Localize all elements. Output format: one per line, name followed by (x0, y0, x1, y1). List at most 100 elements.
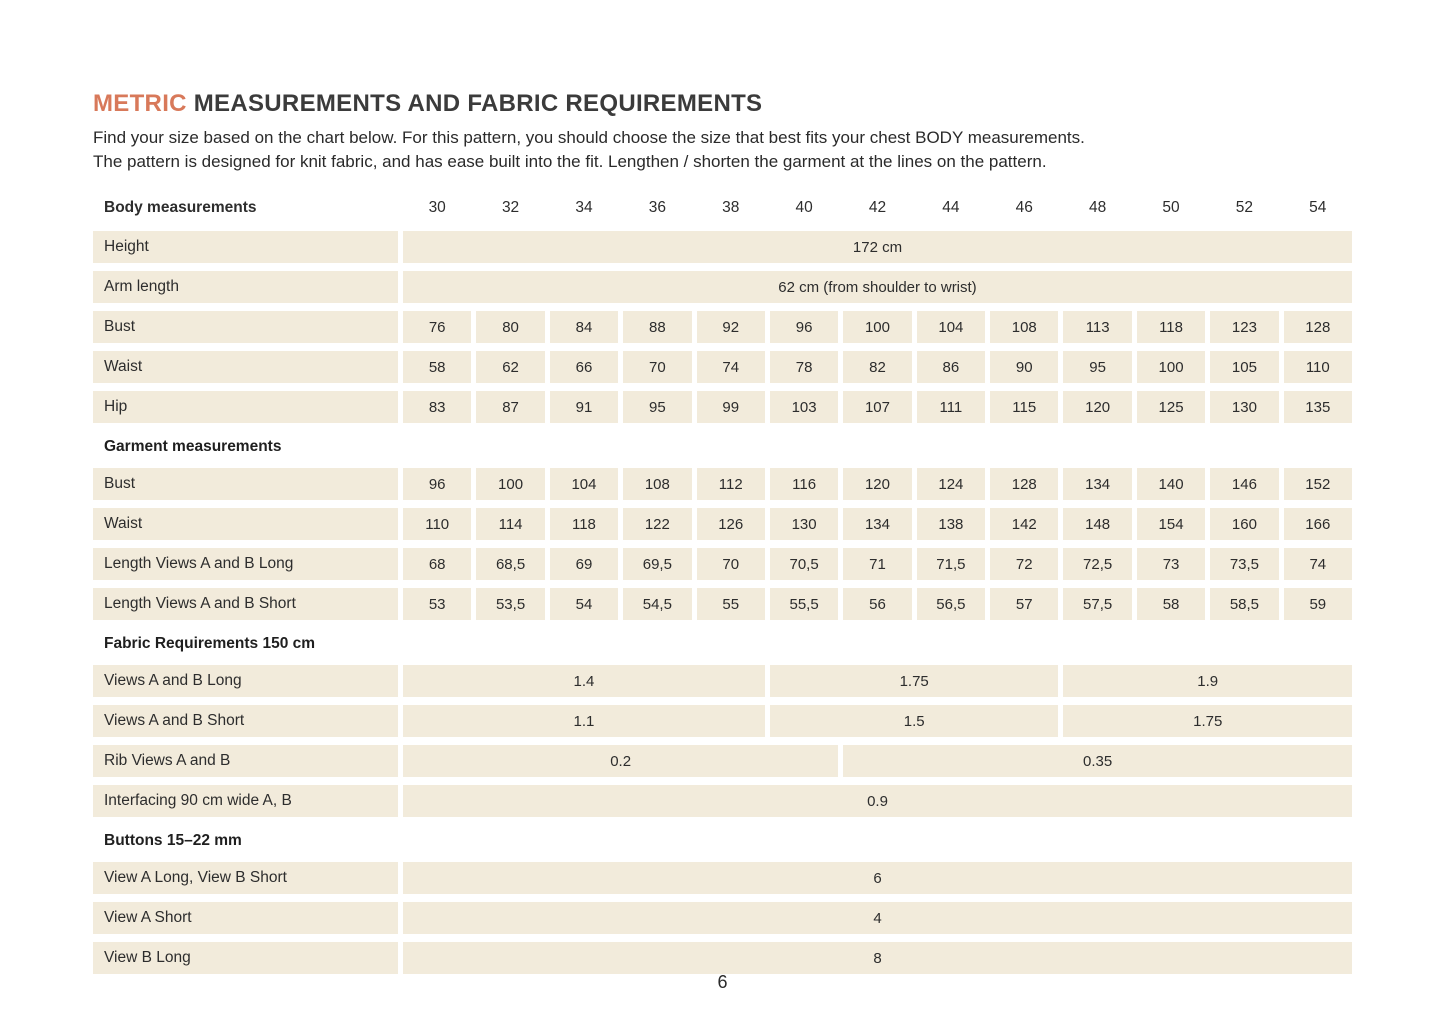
value-cell: 142 (990, 508, 1059, 540)
value-cell: 120 (1063, 391, 1132, 423)
value-cell: 146 (1210, 468, 1279, 500)
value-cell: 107 (843, 391, 912, 423)
value-cell: 58,5 (1210, 588, 1279, 620)
size-column-header: 38 (722, 199, 740, 216)
row-label: View B Long (93, 942, 398, 974)
row-label: Arm length (93, 271, 398, 303)
value-cell: 62 (476, 351, 545, 383)
value-cell: 53,5 (476, 588, 545, 620)
row-label: Bust (93, 311, 398, 343)
section-header-label: Buttons 15–22 mm (104, 832, 242, 849)
row-label: Views A and B Short (93, 705, 398, 737)
value-cell: 128 (1283, 311, 1352, 343)
row-label: Length Views A and B Long (93, 548, 398, 580)
value-cell: 1.9 (1063, 665, 1352, 697)
value-cell: 148 (1063, 508, 1132, 540)
value-cell: 57 (990, 588, 1059, 620)
row-label: Views A and B Long (93, 665, 398, 697)
value-cell: 100 (476, 468, 545, 500)
value-cell: 166 (1283, 508, 1352, 540)
value-cell: 116 (769, 468, 839, 500)
value-cell: 68 (403, 548, 472, 580)
table-row: Views A and B Short 1.1 1.5 1.75 (93, 705, 1352, 737)
value-cell: 88 (623, 311, 692, 343)
value-cell: 90 (990, 351, 1059, 383)
table-row: View A Short 4 (93, 902, 1352, 934)
table-row: Length Views A and B Long 68 68,5 69 69,5 70 7… (93, 548, 1352, 580)
value-cell: 108 (990, 311, 1059, 343)
size-column-header: 30 (428, 199, 446, 216)
value-cell: 138 (916, 508, 986, 540)
value-cell: 71 (843, 548, 912, 580)
value-cell: 135 (1283, 391, 1352, 423)
row-label: View A Short (93, 902, 398, 934)
value-cell: 134 (843, 508, 912, 540)
value-cell: 80 (476, 311, 545, 343)
value-cell: 120 (843, 468, 912, 500)
value-cell: 71,5 (916, 548, 986, 580)
value-cell: 105 (1210, 351, 1279, 383)
size-column-header: 54 (1309, 199, 1327, 216)
value-cell: 110 (1283, 351, 1352, 383)
value-cell: 70,5 (769, 548, 839, 580)
table-row: Length Views A and B Short 53 53,5 54 54,5 55… (93, 588, 1352, 620)
value-cell: 72,5 (1063, 548, 1132, 580)
intro-line-2: The pattern is designed for knit fabric,… (93, 152, 1047, 171)
table-row: Waist 58 62 66 70 74 78 82 86 90 95 100 105 110 (93, 351, 1352, 383)
size-column-header: 48 (1089, 199, 1107, 216)
section-header-label: Garment measurements (104, 438, 282, 455)
value-cell: 70 (696, 548, 765, 580)
size-column-header: 50 (1162, 199, 1180, 216)
value-cell: 123 (1210, 311, 1279, 343)
value-cell: 91 (549, 391, 619, 423)
value-cell: 82 (843, 351, 912, 383)
value-cell: 140 (1136, 468, 1206, 500)
value-cell: 92 (696, 311, 765, 343)
value-cell: 124 (916, 468, 986, 500)
value-cell: 56 (843, 588, 912, 620)
value-cell: 96 (769, 311, 839, 343)
value-cell: 160 (1210, 508, 1279, 540)
table-row: Height 172 cm (93, 231, 1352, 263)
value-cell: 58 (403, 351, 472, 383)
value-cell: 104 (549, 468, 619, 500)
table-row: Views A and B Long 1.4 1.75 1.9 (93, 665, 1352, 697)
value-cell: 69 (549, 548, 619, 580)
value-cell: 122 (623, 508, 692, 540)
size-column-header: 34 (575, 199, 593, 216)
value-cell: 58 (1136, 588, 1206, 620)
value-cell: 53 (403, 588, 472, 620)
value-cell: 100 (843, 311, 912, 343)
size-column-header: 32 (501, 199, 520, 216)
value-cell: 73 (1136, 548, 1206, 580)
intro-line-1: Find your size based on the chart below.… (93, 128, 1085, 147)
value-cell: 134 (1063, 468, 1132, 500)
value-cell: 1.5 (769, 705, 1059, 737)
page-title-rest: MEASUREMENTS AND FABRIC REQUIREMENTS (193, 90, 763, 117)
value-cell: 74 (696, 351, 765, 383)
row-label: Height (93, 231, 398, 263)
size-column-header: 42 (868, 199, 887, 216)
value-cell: 0.2 (403, 745, 839, 777)
value-cell: 1.75 (769, 665, 1059, 697)
value-cell: 104 (916, 311, 986, 343)
value-cell: 86 (916, 351, 986, 383)
table-row: Waist 110 114 118 122 126 130 134 138 142 148 154 16… (93, 508, 1352, 540)
value-cell: 125 (1136, 391, 1206, 423)
table-row: Interfacing 90 cm wide A, B 0.9 (93, 785, 1352, 817)
value-cell: 54 (549, 588, 619, 620)
value-cell: 96 (403, 468, 472, 500)
value-cell: 70 (623, 351, 692, 383)
table-header-row: Body measurements 30 32 34 36 38 40 42 44 46 48 50 5… (93, 194, 1352, 222)
value-cell: 100 (1136, 351, 1206, 383)
value-cell: 73,5 (1210, 548, 1279, 580)
row-label: Bust (93, 468, 398, 500)
page-title: METRIC MEASUREMENTS AND FABRIC REQUIREME… (93, 90, 1352, 118)
table-row: Bust 76 80 84 88 92 96 100 104 108 113 118 123 128 (93, 311, 1352, 343)
value-cell: 76 (403, 311, 472, 343)
table-row: Arm length 62 cm (from shoulder to wrist) (93, 271, 1352, 303)
row-label: Interfacing 90 cm wide A, B (93, 785, 398, 817)
value-cell: 72 (990, 548, 1059, 580)
section-header-label: Body measurements (104, 199, 257, 216)
